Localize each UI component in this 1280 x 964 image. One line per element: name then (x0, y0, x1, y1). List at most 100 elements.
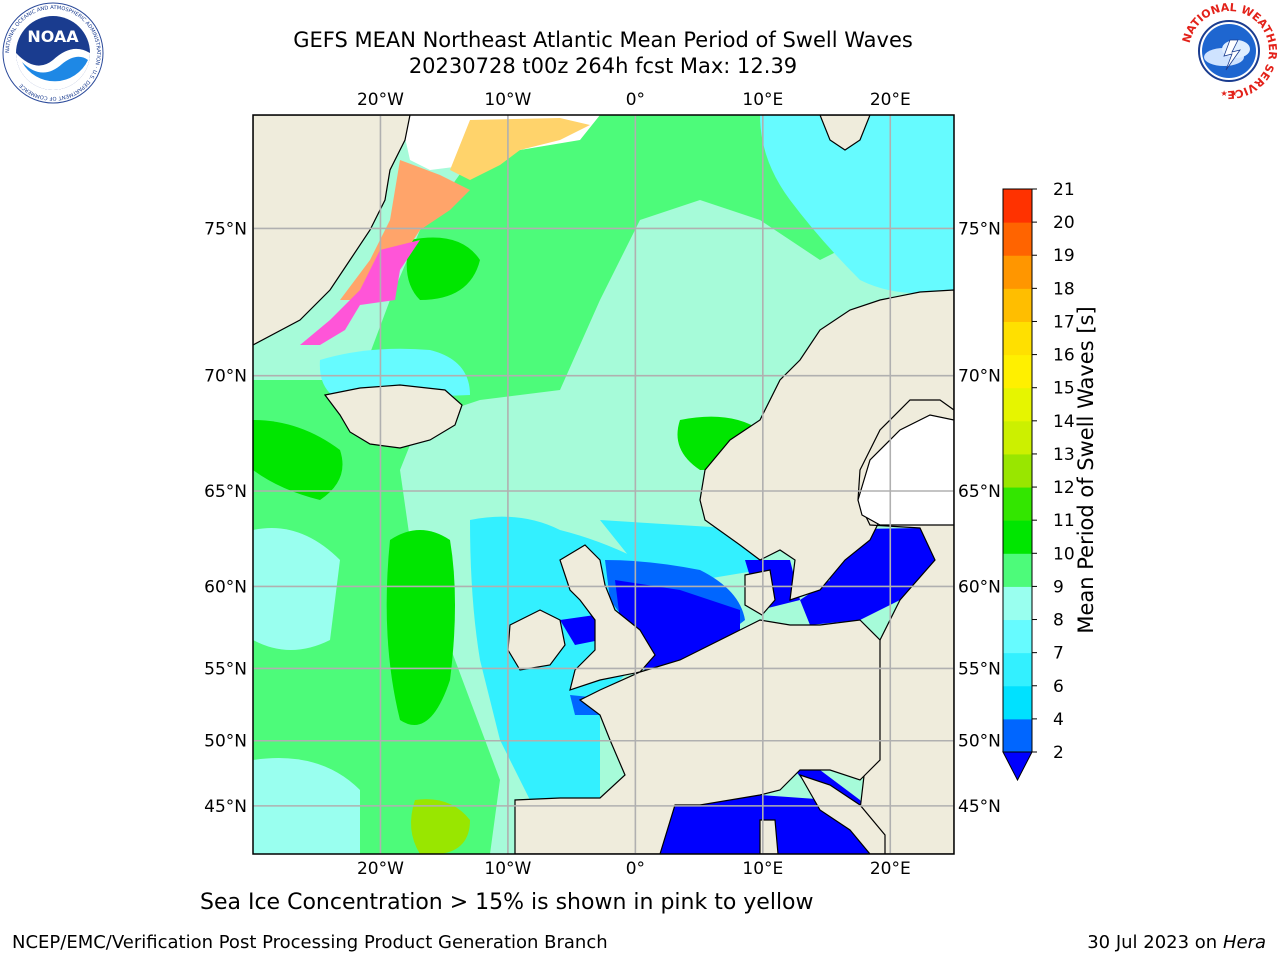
lon-label-top: 10°W (484, 90, 531, 110)
colorbar-segment (1003, 453, 1032, 488)
colorbar-tick-label: 13 (1053, 445, 1075, 465)
lat-label-right: 60°N (958, 577, 1001, 597)
map-frame (252, 114, 955, 855)
lon-label-top: 0° (626, 90, 645, 110)
sea-ice-caption: Sea Ice Concentration > 15% is shown in … (200, 890, 814, 915)
land-denmark (744, 569, 776, 616)
colorbar-tick-label: 2 (1053, 743, 1064, 763)
lon-label-bottom: 20°E (870, 859, 911, 879)
field-cyan-east (760, 115, 954, 294)
colorbar-extend-triangle (1002, 751, 1033, 782)
colorbar-tick-label: 21 (1053, 180, 1075, 200)
lat-label-left: 60°N (204, 577, 247, 597)
noaa-logo-text: NOAA (27, 27, 79, 46)
footer-date-text: 30 Jul 2023 on (1087, 932, 1223, 953)
field-green-10-11s-b (386, 530, 455, 725)
land-iceland (323, 384, 463, 449)
lon-label-bottom: 20°W (357, 859, 404, 879)
sea-ice-yellow (450, 118, 590, 180)
lon-label-top: 20°W (357, 90, 404, 110)
field-light-cyan-8-9s (253, 528, 340, 650)
land-italy (798, 773, 886, 854)
lat-label-left: 70°N (204, 367, 247, 387)
colorbar-tick-label: 7 (1053, 644, 1064, 664)
land-great-britain (559, 544, 656, 691)
field-green-10-11s-c (406, 237, 480, 300)
lat-label-right: 65°N (958, 482, 1001, 502)
colorbar-segment (1003, 685, 1032, 720)
lat-label-left: 50°N (204, 732, 247, 752)
lon-label-top: 20°E (870, 90, 911, 110)
tick-labels: 20°W 20°W 10°W 10°W 0° 0° 10°E 10°E 20°E 20°E 75°N… (204, 90, 1001, 879)
colorbar-frame (1002, 188, 1033, 753)
map-plot-area (253, 115, 954, 854)
land-corsica-sardinia (759, 819, 779, 854)
graticule (253, 115, 954, 854)
land-greenland (253, 115, 411, 346)
colorbar-tick-label: 10 (1053, 544, 1075, 564)
colorbar-segment (1003, 718, 1032, 753)
colorbar-tick-label: 16 (1053, 346, 1075, 366)
colorbar-segment (1003, 487, 1032, 521)
footer-credit: NCEP/EMC/Verification Post Processing Pr… (12, 932, 608, 953)
lon-label-bottom: 10°W (484, 859, 531, 879)
colorbar-tick-label: 17 (1053, 312, 1075, 332)
colorbar-segment (1003, 387, 1032, 422)
footer-date: 30 Jul 2023 on Hera (1087, 932, 1266, 953)
colorbar-segment (1003, 553, 1032, 587)
lat-label-left: 45°N (204, 797, 247, 817)
colorbar-tick-label: 4 (1053, 710, 1064, 730)
land-gulf-of-bothnia-ice-free (857, 414, 954, 526)
lat-label-right: 75°N (958, 219, 1001, 239)
colorbar-segment (1003, 222, 1032, 256)
land-svalbard (819, 115, 871, 151)
lat-label-right: 45°N (958, 797, 1001, 817)
colorbar-label: Mean Period of Swell Waves [s] (1074, 306, 1098, 634)
colorbar-tick-label: 11 (1053, 511, 1075, 531)
sea-ice-overlay (300, 115, 600, 345)
nws-logo: NATIONAL WEATHER SERVICE ★ ★ (1180, 2, 1278, 100)
lat-label-right: 50°N (958, 732, 1001, 752)
land-ireland (507, 609, 566, 671)
lon-label-top: 10°E (742, 90, 783, 110)
colorbar-segment (1003, 619, 1032, 654)
colorbar-segment (1003, 255, 1032, 289)
colorbar-tick-label: 15 (1053, 379, 1075, 399)
colorbar-tick-label: 6 (1053, 677, 1064, 697)
field-cyan-iceland (319, 348, 470, 400)
colorbar-tick-label: 9 (1053, 577, 1064, 597)
colorbar-segment (1003, 321, 1032, 356)
lat-label-left: 55°N (204, 659, 247, 679)
colorbar-segment (1003, 189, 1032, 223)
colorbar-tick-label: 18 (1053, 279, 1075, 299)
colorbar-tick-label: 8 (1053, 611, 1064, 631)
colorbar-tick-label: 12 (1053, 478, 1075, 498)
colorbar-tick-label: 19 (1053, 246, 1075, 266)
colorbar-tick-label: 14 (1053, 412, 1075, 432)
colorbar-segment (1003, 652, 1032, 687)
colorbar: 2 4 6 7 8 9 10 11 12 13 14 15 16 17 18 19 20 21 (1002, 180, 1075, 782)
field-green-10-11s (253, 420, 343, 500)
colorbar-segment (1003, 354, 1032, 389)
lat-label-left: 65°N (204, 482, 247, 502)
noaa-logo: NOAA NATIONAL OCEANIC AND ATMOSPHERIC AD… (2, 2, 104, 104)
lon-label-bottom: 0° (626, 859, 645, 879)
colorbar-segment (1003, 520, 1032, 554)
lat-label-left: 75°N (204, 219, 247, 239)
field-lime-12s (411, 799, 470, 854)
sea-ice-pink (300, 240, 420, 345)
lat-label-right: 70°N (958, 367, 1001, 387)
colorbar-segment (1003, 420, 1032, 455)
field-deep-blue-irish-sea (560, 615, 600, 645)
swell-field (253, 115, 954, 854)
svg-text:★ ★: ★ ★ (1221, 89, 1238, 98)
colorbar-segment (1003, 586, 1032, 621)
lat-label-right: 55°N (958, 659, 1001, 679)
footer-host: Hera (1222, 932, 1266, 953)
colorbar-segment (1003, 288, 1032, 322)
plot-subtitle: 20230728 t00z 264h fcst Max: 12.39 (408, 54, 798, 78)
colorbar-tick-label: 20 (1053, 213, 1075, 233)
plot-title: GEFS MEAN Northeast Atlantic Mean Period… (293, 28, 913, 52)
